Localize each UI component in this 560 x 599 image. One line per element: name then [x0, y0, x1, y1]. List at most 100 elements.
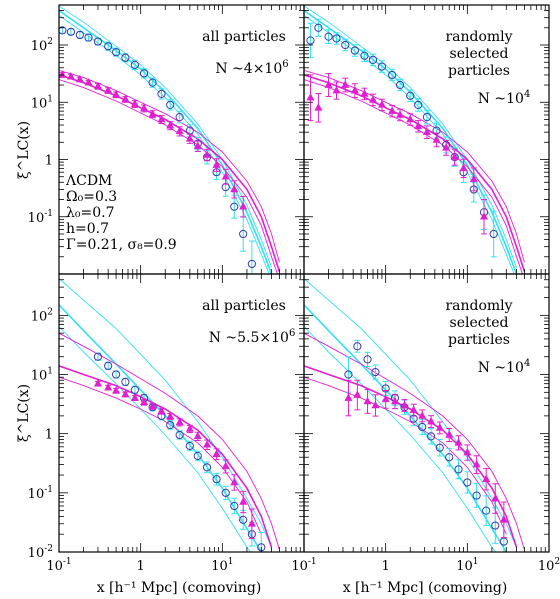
data-point-triangle-2	[112, 386, 121, 394]
y-tick-label-0: 10-2	[28, 544, 53, 561]
data-point-triangle-6	[400, 400, 409, 409]
cosmology-label-2: λ₀=0.7	[66, 205, 114, 221]
x-tick-label-1-base: 1	[382, 559, 390, 574]
x-tick-label-3-base: 10	[538, 559, 555, 574]
data-point-triangle-3	[84, 78, 93, 86]
data-point-circle-7	[368, 55, 378, 64]
data-point-triangle-14	[472, 459, 481, 468]
data-point-triangle-3	[371, 400, 380, 409]
x-tick-label-3-exp: 2	[554, 557, 560, 567]
data-point-circle-3	[371, 367, 380, 377]
data-point-triangle-7	[157, 406, 166, 414]
model-curve-cyan-1	[304, 278, 517, 548]
cosmology-label-3: h=0.7	[66, 221, 109, 237]
data-point-circle-14	[221, 488, 230, 497]
panel-label-line-0: all particles	[202, 298, 286, 314]
panel-frame-bottom-right	[303, 273, 550, 553]
x-tick-label-0: 10-1	[291, 557, 316, 574]
particle-count-exp: 4	[524, 358, 530, 369]
model-curve-magenta-4	[59, 69, 280, 263]
data-point-triangle-5	[104, 85, 113, 94]
x-tick-label-2-exp: 1	[473, 557, 479, 567]
data-point-circle-19	[230, 202, 239, 211]
data-point-triangle-9	[388, 106, 397, 114]
y-tick-label-1-base: 10	[28, 487, 45, 502]
data-point-triangle-2	[75, 74, 84, 83]
data-point-triangle-9	[427, 416, 436, 425]
y-tick-label-1: 10-1	[28, 485, 53, 502]
x-axis-label-right: x [h⁻¹ Mpc] (comoving)	[343, 580, 508, 596]
data-point-triangle-0	[59, 70, 67, 78]
x-tick-label-2: 101	[456, 557, 478, 574]
panel-label-line-0: all particles	[202, 29, 286, 45]
data-point-circle-16	[239, 515, 248, 524]
particle-count-base: N ~4×10	[215, 61, 282, 77]
x-tick-label-0-exp: -1	[63, 557, 72, 567]
data-point-triangle-6	[148, 401, 157, 410]
data-point-circle-12	[202, 463, 212, 472]
data-point-triangle-20	[239, 202, 248, 210]
data-point-triangle-11	[445, 430, 454, 438]
model-curve-cyan-1	[59, 278, 272, 548]
data-point-triangle-1	[104, 383, 113, 391]
model-curve-magenta-5	[304, 376, 507, 535]
plot-area-top-right	[304, 5, 526, 274]
data-point-circle-6	[111, 48, 121, 57]
model-curve-magenta-4	[304, 69, 525, 263]
model-curve-magenta-4	[304, 332, 525, 550]
data-point-circle-15	[482, 506, 491, 515]
data-point-triangle-13	[422, 127, 431, 135]
y-tick-label-1-exp: -1	[44, 209, 53, 219]
y-tick-label-2-base: 1	[45, 428, 53, 443]
data-point-triangle-15	[442, 143, 451, 151]
data-point-circle-1	[353, 342, 362, 351]
data-point-triangle-4	[341, 80, 350, 88]
data-point-circle-13	[175, 113, 184, 122]
data-point-circle-0	[93, 352, 103, 361]
data-point-triangle-1	[314, 103, 323, 111]
y-tick-label-2-base: 1	[45, 154, 53, 169]
data-point-triangle-6	[360, 89, 369, 97]
data-point-circle-16	[491, 521, 500, 530]
data-point-circle-12	[454, 465, 463, 474]
plot-area-top-left	[59, 5, 281, 274]
y-tick-label-4-exp: 2	[47, 37, 53, 47]
model-curve-cyan-0	[59, 9, 273, 274]
data-point-triangle-16	[450, 152, 459, 160]
y-tick-label-3-base: 10	[31, 369, 48, 384]
data-point-triangle-11	[193, 431, 202, 440]
data-point-triangle-17	[499, 515, 508, 523]
data-point-circle-10	[148, 78, 157, 87]
data-point-triangle-8	[130, 99, 139, 107]
data-point-circle-3	[84, 33, 93, 42]
data-point-triangle-15	[193, 141, 202, 150]
x-tick-label-0-base: 10	[46, 559, 63, 574]
panel-label-line-1: selected	[450, 46, 509, 62]
data-point-circle-12	[166, 100, 175, 109]
x-tick-label-2-base: 10	[456, 559, 473, 574]
plot-area-bottom-left	[59, 278, 280, 552]
x-tick-label-0: 10-1	[46, 557, 71, 574]
model-curve-cyan-2	[59, 14, 270, 274]
data-point-triangle-8	[418, 411, 427, 419]
x-tick-label-3: 102	[538, 557, 560, 574]
data-point-triangle-0	[306, 93, 315, 101]
model-curve-magenta-3	[59, 365, 273, 548]
x-tick-label-0-exp: -1	[308, 557, 317, 567]
particle-count-base: N ~10	[478, 360, 524, 376]
data-point-triangle-0	[344, 393, 353, 401]
y-tick-label-4: 102	[31, 307, 53, 324]
data-point-circle-4	[93, 37, 103, 46]
data-point-triangle-7	[369, 95, 378, 103]
data-point-triangle-19	[230, 184, 239, 193]
y-tick-label-1-base: 10	[28, 211, 45, 226]
data-point-triangle-18	[221, 172, 230, 180]
data-point-triangle-14	[221, 461, 230, 470]
data-point-triangle-15	[482, 474, 491, 483]
data-point-circle-14	[472, 491, 481, 500]
